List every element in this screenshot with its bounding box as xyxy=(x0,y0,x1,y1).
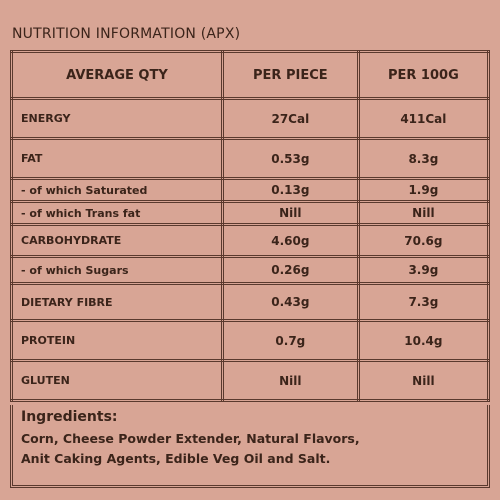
table-row: PROTEIN 0.7g 10.4g xyxy=(10,319,491,362)
ingredients-line: Anit Caking Agents, Edible Veg Oil and S… xyxy=(21,451,331,466)
nutrient-value: 411Cal xyxy=(356,97,491,140)
nutrient-value: Nill xyxy=(356,359,491,402)
nutrient-value: 0.53g xyxy=(220,137,360,180)
nutrient-value: 0.13g xyxy=(220,177,360,203)
nutrient-name: ENERGY xyxy=(10,97,224,140)
nutrient-name: GLUTEN xyxy=(10,359,224,402)
table-row: DIETARY FIBRE 0.43g 7.3g xyxy=(10,282,491,322)
nutrient-name: PROTEIN xyxy=(10,319,224,362)
ingredients-line: Corn, Cheese Powder Extender, Natural Fl… xyxy=(21,431,360,446)
table-row: - of which Saturated 0.13g 1.9g xyxy=(10,177,491,203)
nutrient-name: DIETARY FIBRE xyxy=(10,282,224,322)
nutrient-value: 0.7g xyxy=(220,319,360,362)
header-row: AVERAGE QTY PER PIECE PER 100G xyxy=(10,50,491,100)
table-row: FAT 0.53g 8.3g xyxy=(10,137,491,180)
nutrient-value: 27Cal xyxy=(220,97,360,140)
header-cell: PER 100G xyxy=(356,50,491,100)
nutrient-value: 0.26g xyxy=(220,255,360,285)
ingredients-heading: Ingredients: xyxy=(21,409,118,425)
nutrient-value: 7.3g xyxy=(356,282,491,322)
nutrient-value: 4.60g xyxy=(220,223,360,258)
nutrient-value: 70.6g xyxy=(356,223,491,258)
nutrient-value: Nill xyxy=(356,200,491,226)
table-row: GLUTEN Nill Nill xyxy=(10,359,491,402)
nutrient-name: CARBOHYDRATE xyxy=(10,223,224,258)
table-row: - of which Sugars 0.26g 3.9g xyxy=(10,255,491,285)
table-body: ENERGY 27Cal 411Cal FAT 0.53g 8.3g - of which … xyxy=(10,97,491,402)
label-title: NUTRITION INFORMATION (APX) xyxy=(12,26,241,42)
nutrition-table: AVERAGE QTY PER PIECE PER 100G ENERGY 27Cal… xyxy=(10,50,491,402)
table-row: CARBOHYDRATE 4.60g 70.6g xyxy=(10,223,491,258)
nutrient-value: 8.3g xyxy=(356,137,491,180)
nutrient-value: Nill xyxy=(220,200,360,226)
table-row: ENERGY 27Cal 411Cal xyxy=(10,97,491,140)
ingredients-text: Corn, Cheese Powder Extender, Natural Fl… xyxy=(21,429,479,469)
nutrient-value: 3.9g xyxy=(356,255,491,285)
nutrient-value: Nill xyxy=(220,359,360,402)
nutrient-name: - of which Saturated xyxy=(10,177,224,203)
nutrient-name: - of which Sugars xyxy=(10,255,224,285)
header-cell: PER PIECE xyxy=(220,50,360,100)
nutrient-value: 1.9g xyxy=(356,177,491,203)
nutrient-name: - of which Trans fat xyxy=(10,200,224,226)
table-row: - of which Trans fat Nill Nill xyxy=(10,200,491,226)
ingredients-box: Ingredients: Corn, Cheese Powder Extende… xyxy=(10,405,490,488)
nutrient-value: 0.43g xyxy=(220,282,360,322)
nutrient-name: FAT xyxy=(10,137,224,180)
nutrient-value: 10.4g xyxy=(356,319,491,362)
header-cell: AVERAGE QTY xyxy=(10,50,224,100)
